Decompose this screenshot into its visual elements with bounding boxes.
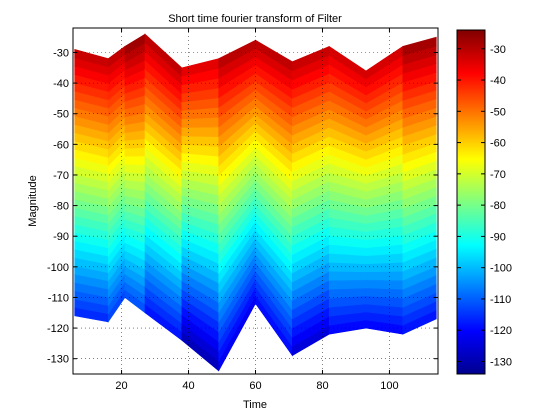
- colorbar-tick-label: -100: [490, 263, 512, 275]
- x-tick-label: 20: [115, 380, 127, 392]
- y-tick-label: -130: [47, 354, 69, 366]
- surface-band: [124, 155, 146, 166]
- chart-title: Short time fourier transform of Filter: [168, 13, 342, 25]
- y-axis-ticks: -30 -40 -50 -60 -70 -80 -90 -100 -110 -120 -130: [47, 47, 438, 366]
- colorbar-tick-label: -70: [490, 169, 506, 181]
- y-tick-label: -70: [53, 170, 69, 182]
- surface-band: [124, 146, 146, 157]
- x-axis-ticks: 20 40 60 80 100: [115, 28, 399, 392]
- colorbar-tick-label: -90: [490, 231, 506, 243]
- stft-surface: [74, 33, 437, 372]
- surface-band: [328, 270, 367, 281]
- colorbar-tick-label: -120: [490, 325, 512, 337]
- colorbar-gradient: [456, 29, 486, 375]
- colorbar-tick-label: -30: [490, 44, 506, 56]
- plot-grid: [73, 28, 438, 374]
- y-tick-label: -90: [53, 231, 69, 243]
- colorbar-tick-label: -50: [490, 106, 506, 118]
- surface-band: [365, 270, 404, 281]
- y-tick-label: -60: [53, 139, 69, 151]
- x-axis-label: Time: [243, 399, 267, 411]
- colorbar-tick-label: -80: [490, 200, 506, 212]
- x-tick-label: 60: [249, 380, 261, 392]
- x-tick-label: 100: [380, 380, 398, 392]
- plot-area: 20 40 60 80 100 -30 -40 -50 -60 -70 -80 -90 -100 -11…: [47, 27, 439, 392]
- colorbar-tick-label: -60: [490, 138, 506, 150]
- x-tick-label: 40: [182, 380, 194, 392]
- x-tick-label: 80: [316, 380, 328, 392]
- surface-band: [181, 126, 219, 138]
- y-tick-label: -30: [53, 47, 69, 59]
- surface-band: [181, 135, 219, 147]
- surface-band: [124, 163, 146, 174]
- y-tick-label: -40: [53, 78, 69, 90]
- y-axis-label: Magnitude: [27, 175, 39, 226]
- y-tick-label: -120: [47, 323, 69, 335]
- colorbar-tick-label: -40: [490, 75, 506, 87]
- surface-band: [365, 279, 404, 290]
- surface-band: [402, 36, 437, 56]
- colorbar-ticks: -30 -40 -50 -60 -70 -80 -90 -100 -110 -120 -130: [457, 44, 512, 368]
- y-tick-label: -80: [53, 201, 69, 213]
- colorbar: -30 -40 -50 -60 -70 -80 -90 -100 -110 -120 -130: [456, 29, 512, 375]
- y-tick-label: -110: [48, 292, 69, 304]
- colorbar-tick-label: -130: [490, 356, 512, 368]
- y-tick-label: -100: [47, 262, 69, 274]
- y-tick-label: -50: [53, 109, 69, 121]
- surface-band: [328, 279, 367, 290]
- colorbar-tick-label: -110: [490, 294, 511, 306]
